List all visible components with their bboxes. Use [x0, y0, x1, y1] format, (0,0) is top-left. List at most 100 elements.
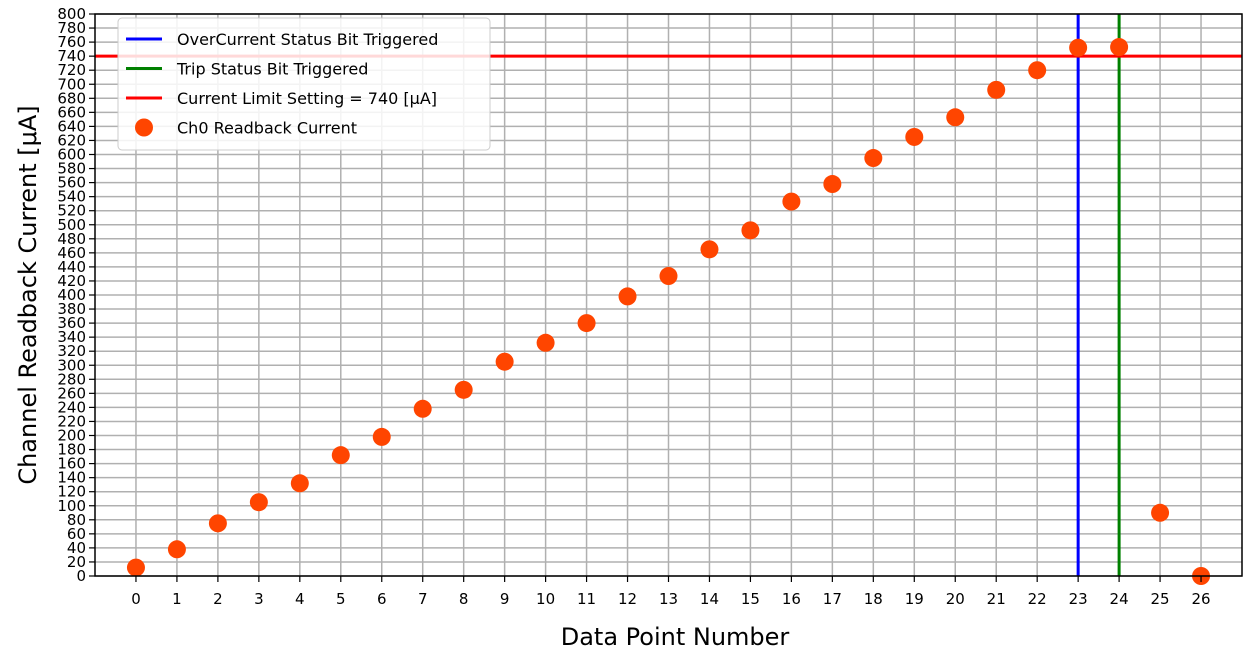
data-point: [1028, 61, 1047, 80]
y-tick-label: 380: [57, 300, 86, 318]
legend-swatch-dot: [135, 118, 153, 137]
y-tick-label: 500: [57, 216, 86, 234]
y-tick-label: 340: [57, 328, 86, 346]
data-points: [126, 38, 1211, 585]
data-point: [413, 399, 432, 418]
x-axis-title: Data Point Number: [561, 623, 790, 649]
legend-label: OverCurrent Status Bit Triggered: [177, 30, 438, 49]
y-tick-label: 300: [57, 356, 86, 374]
x-tick-label: 3: [254, 590, 264, 608]
y-tick-label: 640: [57, 117, 86, 135]
legend-label: Ch0 Readback Current: [177, 119, 357, 138]
legend-box: [117, 17, 491, 151]
x-tick-label: 7: [418, 590, 428, 608]
data-point: [1151, 503, 1170, 522]
y-tick-label: 280: [57, 370, 86, 388]
y-tick-label: 620: [57, 131, 86, 149]
y-axis-title: Channel Readback Current [μA]: [14, 105, 42, 484]
x-tick-label: 2: [213, 590, 223, 608]
data-point: [987, 80, 1006, 99]
y-tick-label: 180: [57, 441, 86, 459]
y-tick-label: 240: [57, 398, 86, 416]
data-point: [126, 558, 145, 577]
y-tick-label: 400: [57, 286, 86, 304]
y-tick-label: 220: [57, 412, 86, 430]
y-tick-label: 440: [57, 258, 86, 276]
data-point: [659, 267, 678, 286]
y-tick-label: 580: [57, 160, 86, 178]
x-tick-label: 23: [1069, 590, 1088, 608]
x-tick-label: 26: [1191, 590, 1210, 608]
x-tick-label: 24: [1110, 590, 1129, 608]
x-axis-ticks: 0 1 2 3 4 5 6 7 8 9 10 11 12 13 14 15 16 17 18 19 20 21 22 23 24…: [131, 576, 1211, 608]
y-tick-label: 140: [57, 469, 86, 487]
y-tick-label: 480: [57, 230, 86, 248]
x-tick-label: 9: [500, 590, 510, 608]
x-tick-label: 20: [946, 590, 965, 608]
y-tick-label: 420: [57, 272, 86, 290]
x-tick-label: 12: [618, 590, 637, 608]
y-tick-label: 40: [67, 539, 86, 557]
x-tick-label: 6: [377, 590, 387, 608]
data-point: [1110, 38, 1129, 57]
x-tick-label: 13: [659, 590, 678, 608]
y-tick-label: 260: [57, 384, 86, 402]
x-tick-label: 18: [864, 590, 883, 608]
x-tick-label: 11: [577, 590, 596, 608]
data-point: [208, 514, 227, 533]
data-point: [454, 380, 473, 399]
data-point: [167, 540, 186, 559]
y-tick-label: 0: [76, 567, 86, 585]
y-tick-label: 780: [57, 19, 86, 37]
y-tick-label: 720: [57, 61, 86, 79]
data-point: [290, 474, 309, 493]
y-tick-label: 120: [57, 483, 86, 501]
y-tick-label: 800: [57, 5, 86, 23]
y-tick-label: 160: [57, 455, 86, 473]
x-tick-label: 21: [987, 590, 1006, 608]
data-point: [700, 240, 719, 259]
y-tick-label: 560: [57, 174, 86, 192]
y-tick-label: 760: [57, 33, 86, 51]
y-tick-label: 460: [57, 244, 86, 262]
x-tick-label: 17: [823, 590, 842, 608]
y-tick-label: 520: [57, 202, 86, 220]
y-tick-label: 700: [57, 75, 86, 93]
legend-label: Trip Status Bit Triggered: [176, 60, 368, 79]
x-tick-label: 10: [536, 590, 555, 608]
y-tick-label: 660: [57, 103, 86, 121]
data-point: [249, 493, 268, 512]
x-tick-label: 25: [1151, 590, 1170, 608]
data-point: [372, 427, 391, 446]
y-tick-label: 200: [57, 427, 86, 445]
x-tick-label: 14: [700, 590, 719, 608]
x-tick-label: 1: [172, 590, 182, 608]
y-axis-ticks: 0204060801001201401601802002202402602803…: [57, 5, 95, 585]
legend-label: Current Limit Setting = 740 [μA]: [177, 89, 437, 108]
x-tick-label: 19: [905, 590, 924, 608]
data-point: [331, 446, 350, 465]
legend: OverCurrent Status Bit Triggered Trip Sta…: [117, 17, 491, 151]
y-tick-label: 20: [67, 553, 86, 571]
x-tick-label: 16: [782, 590, 801, 608]
x-tick-label: 5: [336, 590, 346, 608]
data-point: [782, 192, 801, 211]
data-point: [864, 149, 883, 168]
x-tick-label: 22: [1028, 590, 1047, 608]
data-point: [946, 108, 965, 127]
y-tick-label: 600: [57, 146, 86, 164]
y-tick-label: 320: [57, 342, 86, 360]
x-tick-label: 0: [131, 590, 141, 608]
x-tick-label: 8: [459, 590, 469, 608]
data-point: [905, 127, 924, 146]
data-point: [823, 175, 842, 194]
y-tick-label: 360: [57, 314, 86, 332]
y-tick-label: 60: [67, 525, 86, 543]
x-tick-label: 4: [295, 590, 305, 608]
data-point: [1069, 38, 1088, 57]
x-tick-label: 15: [741, 590, 760, 608]
y-tick-label: 540: [57, 188, 86, 206]
data-point: [618, 287, 637, 306]
y-tick-label: 80: [67, 511, 86, 529]
